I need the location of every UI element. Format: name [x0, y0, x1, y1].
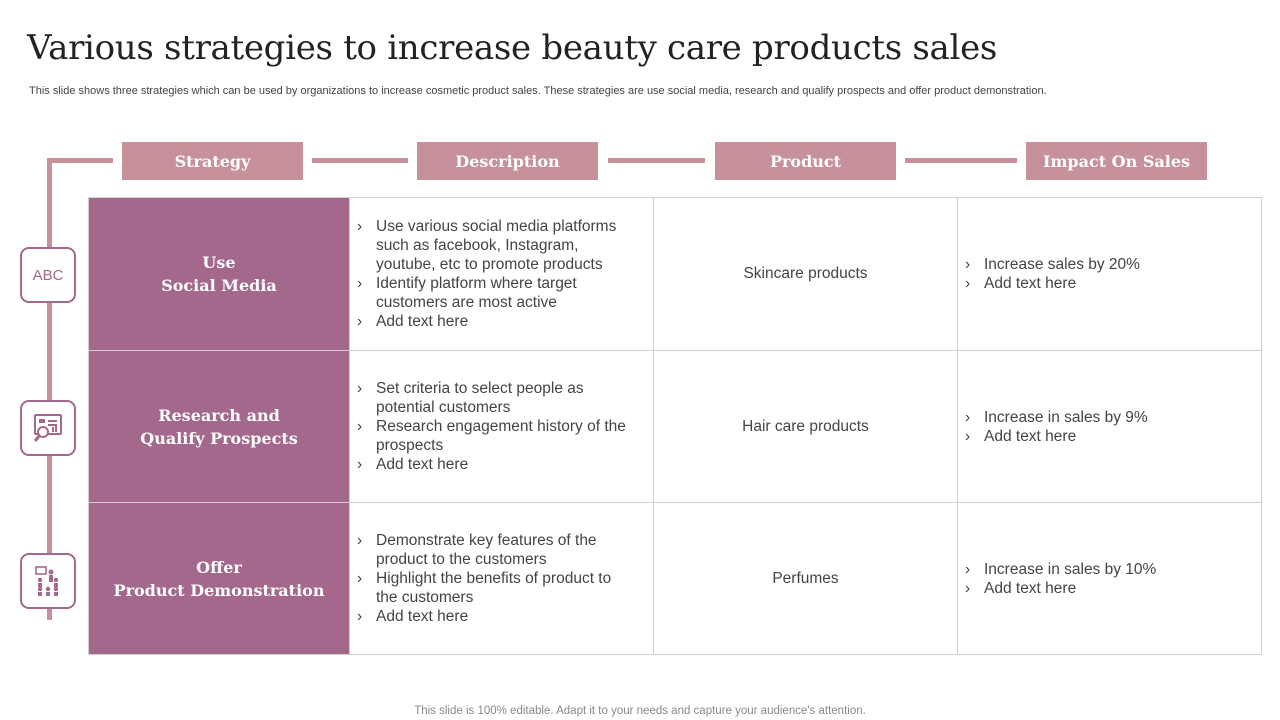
description-cell: Use various social media platforms such …	[350, 198, 654, 351]
header-description: Description	[417, 142, 598, 180]
slide-subtitle: This slide shows three strategies which …	[29, 85, 1047, 97]
strategy-line: Offer	[196, 557, 242, 577]
description-bullet: Add text here	[357, 607, 633, 626]
description-bullet: Demonstrate key features of the product …	[357, 531, 633, 569]
product-cell: Skincare products	[654, 198, 958, 351]
impact-bullet: Add text here	[965, 579, 1156, 598]
demonstration-audience-icon	[20, 553, 76, 609]
strategy-line: Use	[202, 253, 236, 272]
header-product: Product	[715, 142, 896, 180]
connector-line	[905, 158, 1017, 163]
impact-bullet: Increase in sales by 10%	[965, 560, 1156, 579]
description-bullet: Add text here	[357, 312, 633, 331]
abc-icon: ABC	[20, 247, 76, 303]
presentation-search-icon	[20, 400, 76, 456]
connector-line	[312, 158, 408, 163]
slide-title: Various strategies to increase beauty ca…	[27, 28, 998, 68]
description-bullet: Research engagement history of the prosp…	[357, 417, 633, 455]
impact-bullet: Add text here	[965, 274, 1140, 293]
description-cell: Demonstrate key features of the product …	[350, 503, 654, 655]
description-bullet: Add text here	[357, 455, 633, 474]
description-bullet: Identify platform where target customers…	[357, 274, 633, 312]
impact-bullet: Add text here	[965, 427, 1148, 446]
strategy-cell: Offer Product Demonstration	[89, 503, 350, 655]
description-bullet: Highlight the benefits of product to the…	[357, 569, 633, 607]
strategy-line: Qualify Prospects	[140, 428, 298, 448]
strategy-cell: Research and Qualify Prospects	[89, 351, 350, 503]
product-cell: Hair care products	[654, 351, 958, 503]
description-bullet: Use various social media platforms such …	[357, 217, 633, 274]
strategy-line: Social Media	[161, 276, 277, 295]
strategy-line: Product Demonstration	[113, 580, 325, 600]
strategy-table: Use Social Media Use various social medi…	[88, 197, 1262, 655]
slide-footer: This slide is 100% editable. Adapt it to…	[414, 705, 866, 717]
impact-bullet: Increase in sales by 9%	[965, 408, 1148, 427]
abc-icon-label: ABC	[32, 266, 64, 284]
impact-cell: Increase sales by 20% Add text here	[958, 198, 1262, 351]
strategy-line: Research and	[158, 405, 280, 425]
connector-line	[608, 158, 705, 163]
product-cell: Perfumes	[654, 503, 958, 655]
connector-line	[47, 158, 52, 620]
impact-cell: Increase in sales by 9% Add text here	[958, 351, 1262, 503]
impact-bullet: Increase sales by 20%	[965, 255, 1140, 274]
header-strategy: Strategy	[122, 142, 303, 180]
impact-cell: Increase in sales by 10% Add text here	[958, 503, 1262, 655]
description-cell: Set criteria to select people as potenti…	[350, 351, 654, 503]
header-impact-on-sales: Impact On Sales	[1026, 142, 1207, 180]
connector-line	[47, 158, 113, 163]
description-bullet: Set criteria to select people as potenti…	[357, 379, 633, 417]
strategy-cell: Use Social Media	[89, 198, 350, 351]
